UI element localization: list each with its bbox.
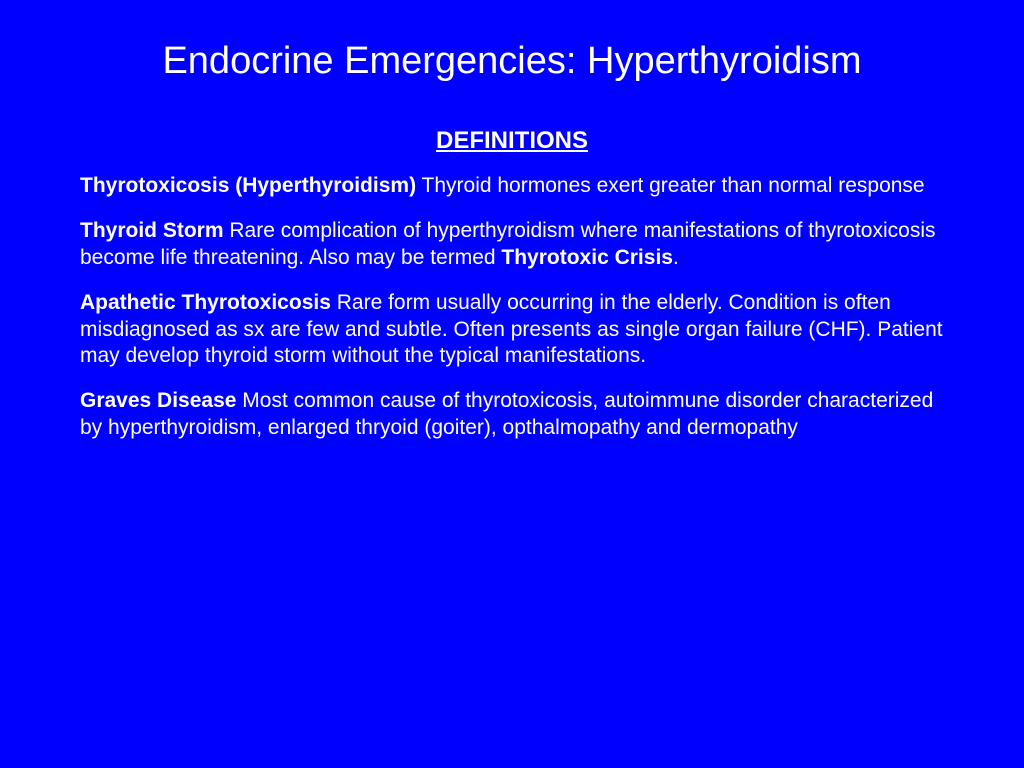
definition-block: Thyroid Storm Rare complication of hyper… (80, 218, 944, 272)
definition-block: Thyrotoxicosis (Hyperthyroidism) Thyroid… (80, 173, 944, 200)
definition-text: Thyroid hormones exert greater than norm… (416, 174, 925, 197)
definition-block: Graves Disease Most common cause of thyr… (80, 388, 944, 442)
definition-inline-bold: Thyrotoxic Crisis (501, 246, 673, 269)
definition-term: Graves Disease (80, 389, 236, 412)
definition-text-after: . (673, 246, 679, 269)
definition-block: Apathetic Thyrotoxicosis Rare form usual… (80, 290, 944, 371)
definition-term: Thyroid Storm (80, 219, 224, 242)
section-heading: DEFINITIONS (80, 127, 944, 155)
slide-title: Endocrine Emergencies: Hyperthyroidism (80, 40, 944, 83)
definition-term: Apathetic Thyrotoxicosis (80, 291, 331, 314)
definition-term: Thyrotoxicosis (Hyperthyroidism) (80, 174, 416, 197)
